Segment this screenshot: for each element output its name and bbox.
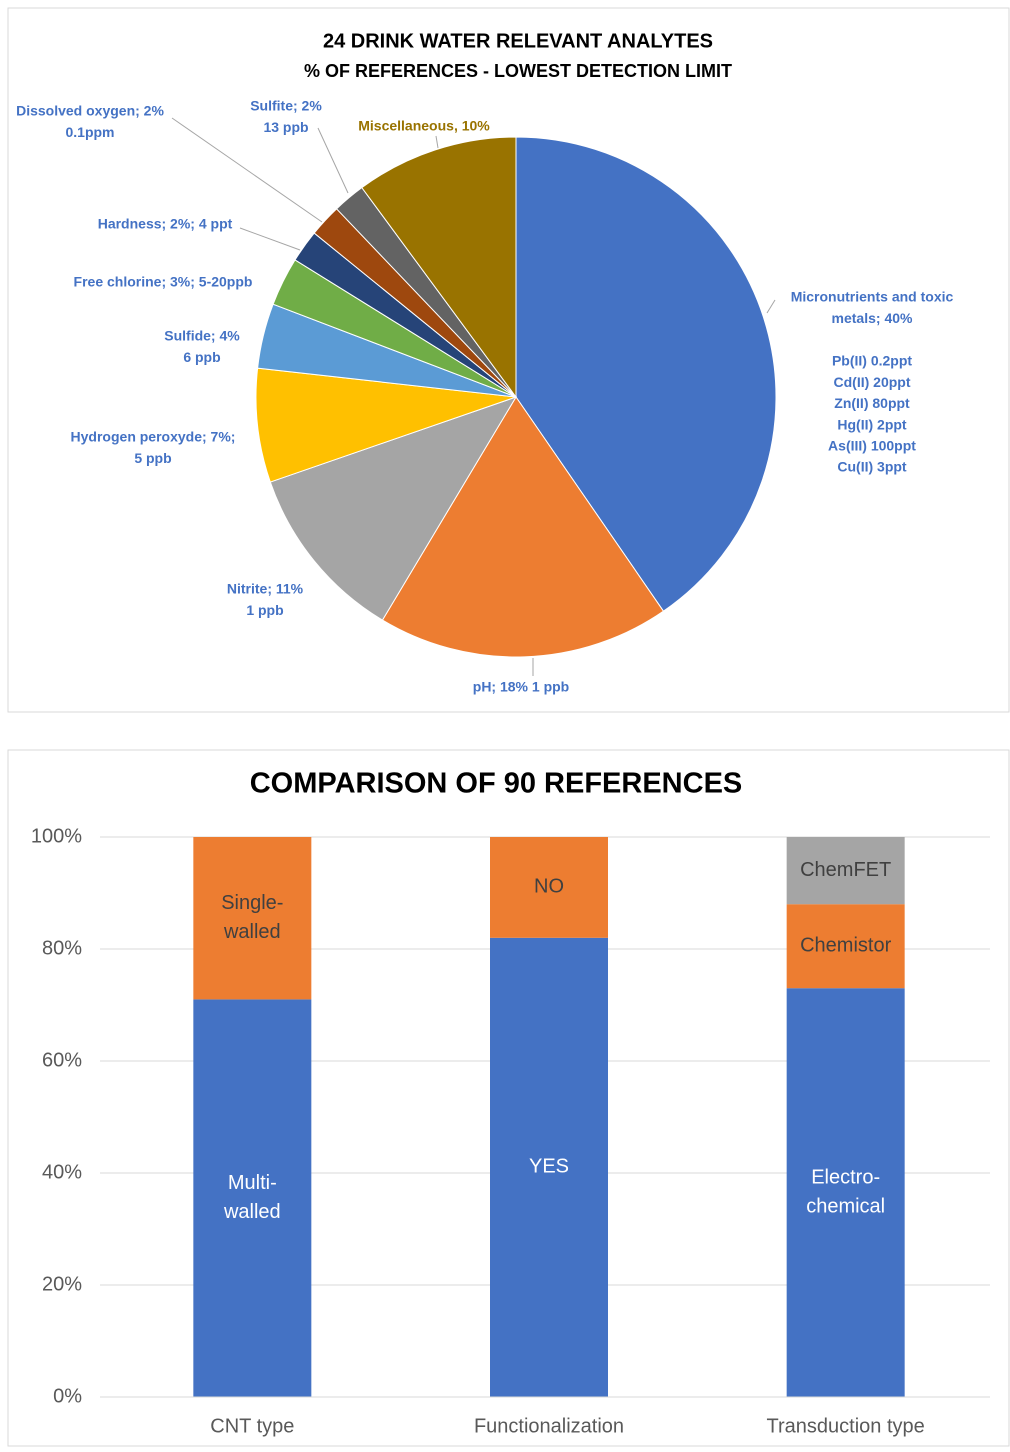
pie-slice <box>515 136 777 612</box>
slice-label: 1 ppb <box>246 602 283 618</box>
segment-label: Chemistor <box>800 934 891 956</box>
segment-label: ChemFET <box>800 859 891 881</box>
segment-label: chemical <box>806 1195 885 1217</box>
leader-line <box>317 127 349 194</box>
slice-annotation: Cu(II) 3ppt <box>837 459 907 475</box>
leader-line <box>766 299 776 314</box>
x-tick-label: CNT type <box>210 1415 294 1437</box>
slice-label: 13 ppb <box>263 119 308 135</box>
slice-label: Dissolved oxygen; 2% <box>16 103 164 119</box>
y-tick-label: 60% <box>42 1049 82 1071</box>
segment-label: YES <box>529 1156 569 1178</box>
y-tick-label: 20% <box>42 1273 82 1295</box>
segment-label: Electro- <box>811 1166 880 1188</box>
slice-label: 0.1ppm <box>65 124 114 140</box>
y-tick-label: 80% <box>42 937 82 959</box>
leader-line <box>435 135 439 149</box>
leader-line <box>171 117 323 223</box>
pie-slice <box>269 396 518 621</box>
x-tick-label: Transduction type <box>767 1415 925 1437</box>
slice-label: metals; 40% <box>832 310 913 326</box>
slice-label: pH; 18% 1 ppb <box>473 679 569 695</box>
slice-annotation: Zn(II) 80ppt <box>834 395 910 411</box>
segment-label: Multi- <box>228 1172 277 1194</box>
bar-segment <box>786 988 905 1397</box>
segment-label: walled <box>223 1201 281 1223</box>
bar-segment <box>786 837 905 905</box>
pie-subtitle: % OF REFERENCES - LOWEST DETECTION LIMIT <box>304 61 732 81</box>
pie-slice <box>381 396 665 658</box>
x-tick-label: Functionalization <box>474 1415 624 1437</box>
slice-annotation: Pb(II) 0.2ppt <box>832 353 912 369</box>
segment-label: Single- <box>221 892 283 914</box>
bar-title: COMPARISON OF 90 REFERENCES <box>250 768 743 800</box>
slice-annotation: Cd(II) 20ppt <box>834 374 911 390</box>
y-tick-label: 40% <box>42 1161 82 1183</box>
bar-segment <box>490 937 608 1397</box>
bar-segment <box>193 837 312 1000</box>
slice-annotation: Hg(II) 2ppt <box>837 416 907 432</box>
leader-line <box>239 227 301 251</box>
slice-label: Miscellaneous, 10% <box>358 118 490 134</box>
segment-label: NO <box>534 876 564 898</box>
slice-label: Hardness; 2%; 4 ppt <box>98 216 233 232</box>
bar-segment <box>786 904 905 989</box>
slice-label: Hydrogen peroxyde; 7%; <box>71 429 236 445</box>
pie-slice <box>255 367 517 483</box>
slice-label: Nitrite; 11% <box>227 581 304 597</box>
slice-label: Sulfide; 4% <box>164 328 240 344</box>
slice-label: Free chlorine; 3%; 5-20ppb <box>74 274 253 290</box>
slice-label: Sulfite; 2% <box>250 98 322 114</box>
slice-label: 5 ppb <box>134 450 171 466</box>
bar-segment <box>490 837 608 938</box>
slice-label: Micronutrients and toxic <box>791 289 954 305</box>
pie-slice <box>361 136 517 399</box>
slice-annotation: As(III) 100ppt <box>828 438 916 454</box>
pie-title: 24 DRINK WATER RELEVANT ANALYTES <box>323 30 713 52</box>
bar-segment <box>193 999 312 1397</box>
slice-label: 6 ppb <box>183 349 220 365</box>
y-tick-label: 100% <box>31 825 82 847</box>
y-tick-label: 0% <box>53 1385 82 1407</box>
segment-label: walled <box>223 921 281 943</box>
